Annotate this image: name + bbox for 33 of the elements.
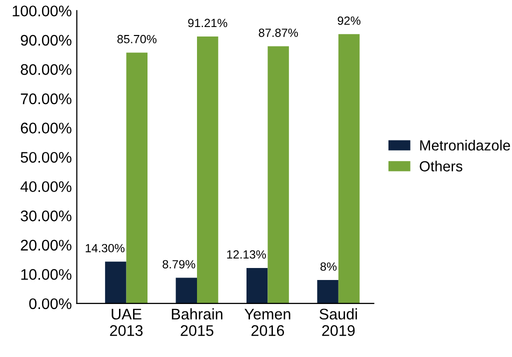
x-tick-label: UAE 2013 xyxy=(110,308,143,336)
data-label: 91.21% xyxy=(188,18,228,28)
y-tick-label: 80.00% xyxy=(20,64,72,75)
y-tick-label: 40.00% xyxy=(20,181,72,192)
x-tick-label: Bahrain 2015 xyxy=(172,308,222,336)
y-tick-label: 30.00% xyxy=(20,210,72,222)
y-tick-label: 60.00% xyxy=(20,122,72,134)
y-tick-label: 70.00% xyxy=(20,93,72,104)
y-tick-label: 90.00% xyxy=(20,34,72,46)
bar xyxy=(126,52,148,304)
data-label: 87.87% xyxy=(258,28,298,37)
y-tick-label: 20.00% xyxy=(20,240,72,251)
bar xyxy=(317,280,338,304)
bar xyxy=(246,268,268,304)
bar xyxy=(338,34,360,304)
x-tick-label: Yemen 2016 xyxy=(244,308,290,336)
data-label: 92% xyxy=(338,16,360,25)
data-label: 12.13% xyxy=(227,250,266,259)
bar xyxy=(268,46,289,304)
legend-label: Metronidazole xyxy=(420,140,510,151)
bar xyxy=(176,278,197,304)
legend-label: Others xyxy=(420,160,462,172)
y-tick-label: 10.00% xyxy=(21,269,72,280)
data-label: 8% xyxy=(320,262,337,271)
y-tick-label: 100.00% xyxy=(12,6,72,16)
data-label: 14.30% xyxy=(86,244,124,252)
x-tick-label: Saudi 2019 xyxy=(320,308,357,336)
data-label: 85.70% xyxy=(117,34,156,44)
y-tick-label: 0.00% xyxy=(29,298,72,310)
data-label: 8.79% xyxy=(162,260,196,268)
bar xyxy=(105,262,126,304)
y-tick-label: 50.00% xyxy=(20,152,72,163)
bar xyxy=(197,36,218,304)
